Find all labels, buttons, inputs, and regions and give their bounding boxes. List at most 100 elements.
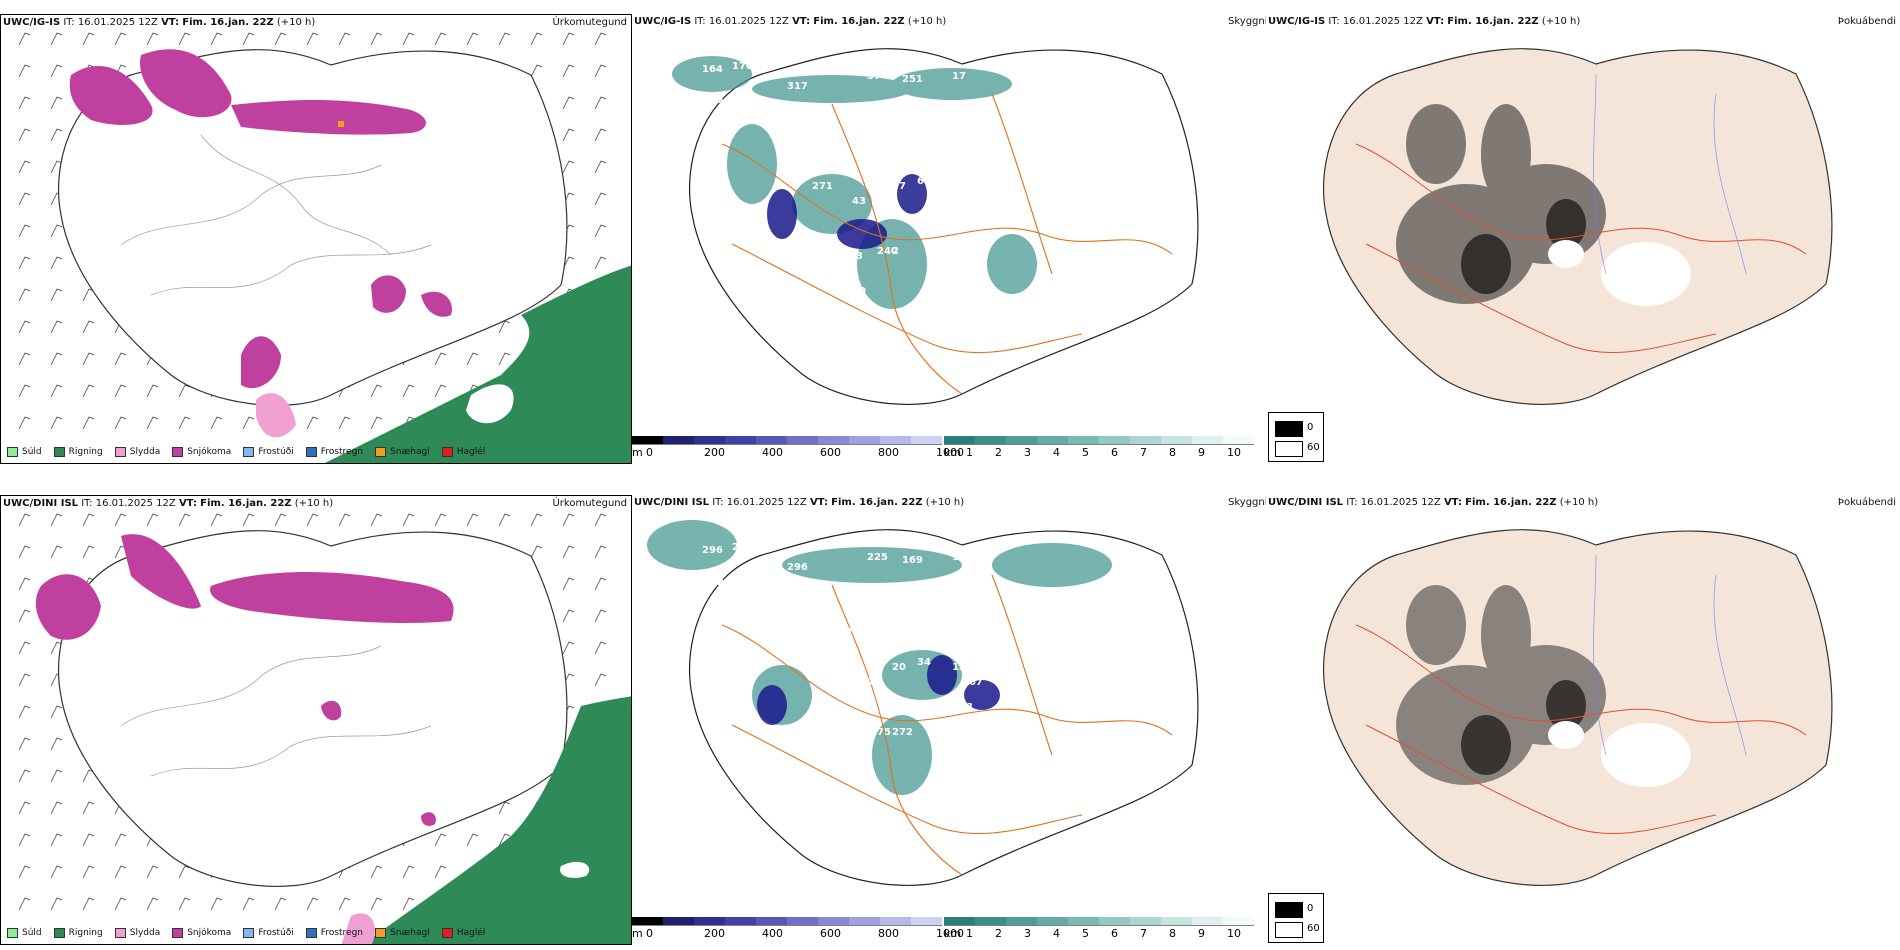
- cloud-title-top: UWC/IG-IS IT: 16.01.2025 12Z VT: Fim. 16…: [634, 16, 947, 27]
- wind-barb: [338, 32, 351, 46]
- fog-panel-bottom: UWC/DINI ISL IT: 16.01.2025 12Z VT: Fim.…: [1266, 495, 1900, 945]
- height-colorbar: m 0 200 400 600 800 1000: [632, 917, 964, 945]
- wind-barb: [402, 32, 415, 46]
- rain-area: [325, 265, 631, 463]
- wind-barb: [306, 513, 319, 527]
- wind-barb: [18, 577, 31, 591]
- vis-tick: 2: [995, 446, 1002, 459]
- wind-barb: [594, 577, 607, 591]
- colorbar-segment: [663, 436, 694, 444]
- wind-barb: [434, 513, 447, 527]
- cloud-height-label: 532: [1002, 56, 1023, 67]
- colorbar-segment: [725, 917, 756, 925]
- wind-barb: [50, 288, 63, 302]
- colorbar-segment: [1006, 917, 1037, 925]
- wind-barb: [50, 32, 63, 46]
- cloud-height-label: 43: [717, 96, 731, 107]
- legend-swatch: [114, 928, 126, 938]
- cloud-height-label: 66: [822, 787, 836, 798]
- wind-barb: [530, 64, 543, 78]
- precip-panel-top: UWC/IG-IS IT: 16.01.2025 12Z VT: Fim. 16…: [0, 14, 632, 464]
- fog-map-top: [1322, 48, 1833, 406]
- cloud-height-label: 163: [842, 251, 863, 262]
- vis-tick: 1: [966, 446, 973, 459]
- cloud-map-bottom: 296 217 210 296 225 169 128 161 257 117 120 20 34 13 1…: [647, 520, 1199, 887]
- wind-barb: [82, 32, 95, 46]
- vis-tick: 8: [1169, 927, 1176, 940]
- legend-label: Frostregn: [320, 928, 364, 938]
- wind-barb: [466, 352, 479, 366]
- wind-barb: [562, 609, 575, 623]
- wind-barb: [594, 128, 607, 142]
- legend-item: Haglél: [441, 447, 485, 457]
- cloud-height-label: 257: [832, 627, 853, 638]
- legend-item: Snæhagl: [375, 928, 430, 938]
- colorbar-segment: [1006, 436, 1037, 444]
- wind-barb: [82, 513, 95, 527]
- wind-barb: [146, 865, 159, 879]
- cloud-height-label: 43: [852, 196, 866, 207]
- precip-legend: Súld Rigning Slydda Snjókoma Frostúði Frostre…: [7, 445, 497, 459]
- wind-barb: [82, 545, 95, 559]
- wind-barb: [594, 641, 607, 655]
- wind-barb: [18, 513, 31, 527]
- wind-barb: [18, 160, 31, 174]
- wind-barb: [50, 64, 63, 78]
- legend-label: Rigning: [68, 447, 103, 457]
- wind-barb: [18, 897, 31, 911]
- colorbar-segment: [725, 436, 756, 444]
- colorbar-segment: [1068, 436, 1099, 444]
- wind-barb: [82, 416, 95, 430]
- wind-barb: [50, 320, 63, 334]
- wind-barb: [18, 865, 31, 879]
- legend-label: Rigning: [68, 928, 103, 938]
- wind-barb: [178, 416, 191, 430]
- wind-barb: [498, 833, 511, 847]
- vis-tick: 9: [1198, 446, 1205, 459]
- colorbar-segment: [849, 917, 880, 925]
- precip-type-label: Úrkomutegund: [552, 17, 627, 28]
- height-colorbar: m 0 200 400 600 800 1000: [632, 436, 964, 464]
- vis-tick: 10: [1227, 927, 1241, 940]
- legend-label: Haglél: [456, 928, 486, 938]
- cloud-height-label: 20: [892, 662, 906, 673]
- legend-swatch: [305, 928, 317, 938]
- wind-barb: [18, 32, 31, 46]
- wind-barb: [594, 192, 607, 206]
- cloud-panel-top: 164 170 43 317 57 251 17 532 99 271 43 97 61 12 10 240 1…: [632, 14, 1264, 464]
- wind-barb: [466, 32, 479, 46]
- wind-barb: [18, 320, 31, 334]
- colorbar-segment: [1161, 436, 1192, 444]
- vis-tick: 2: [995, 927, 1002, 940]
- wind-barb: [178, 32, 191, 46]
- colorbar-segment: [1037, 436, 1068, 444]
- legend-item: Rigning: [53, 447, 103, 457]
- wind-barb: [18, 384, 31, 398]
- wind-barb: [402, 384, 415, 398]
- wind-barb: [434, 865, 447, 879]
- legend-item: Súld: [7, 928, 42, 938]
- wind-barb: [50, 865, 63, 879]
- legend-swatch: [243, 447, 255, 457]
- cloud-height-label: 13: [952, 662, 966, 673]
- cloud-height-label: 251: [902, 74, 923, 85]
- wind-barb: [370, 416, 383, 430]
- wind-barb: [146, 513, 159, 527]
- wind-barb: [370, 865, 383, 879]
- cloud-height-label: 57: [867, 71, 881, 82]
- colorbar-segment: [1192, 436, 1223, 444]
- cloud-height-label: 61: [917, 176, 931, 187]
- colorbar-segment: [1068, 917, 1099, 925]
- vis-tick: 10: [1227, 446, 1241, 459]
- wind-barb: [114, 897, 127, 911]
- wind-barb: [178, 897, 191, 911]
- wind-barb: [306, 897, 319, 911]
- cloud-height-label: 296: [787, 562, 808, 573]
- wind-barb: [242, 897, 255, 911]
- wind-barb: [242, 32, 255, 46]
- wind-barb: [210, 513, 223, 527]
- cloud-height-label: 93: [852, 767, 866, 778]
- colorbar-segment: [1099, 917, 1130, 925]
- legend-item: Snjókoma: [172, 928, 231, 938]
- legend-swatch-white: [1275, 441, 1303, 457]
